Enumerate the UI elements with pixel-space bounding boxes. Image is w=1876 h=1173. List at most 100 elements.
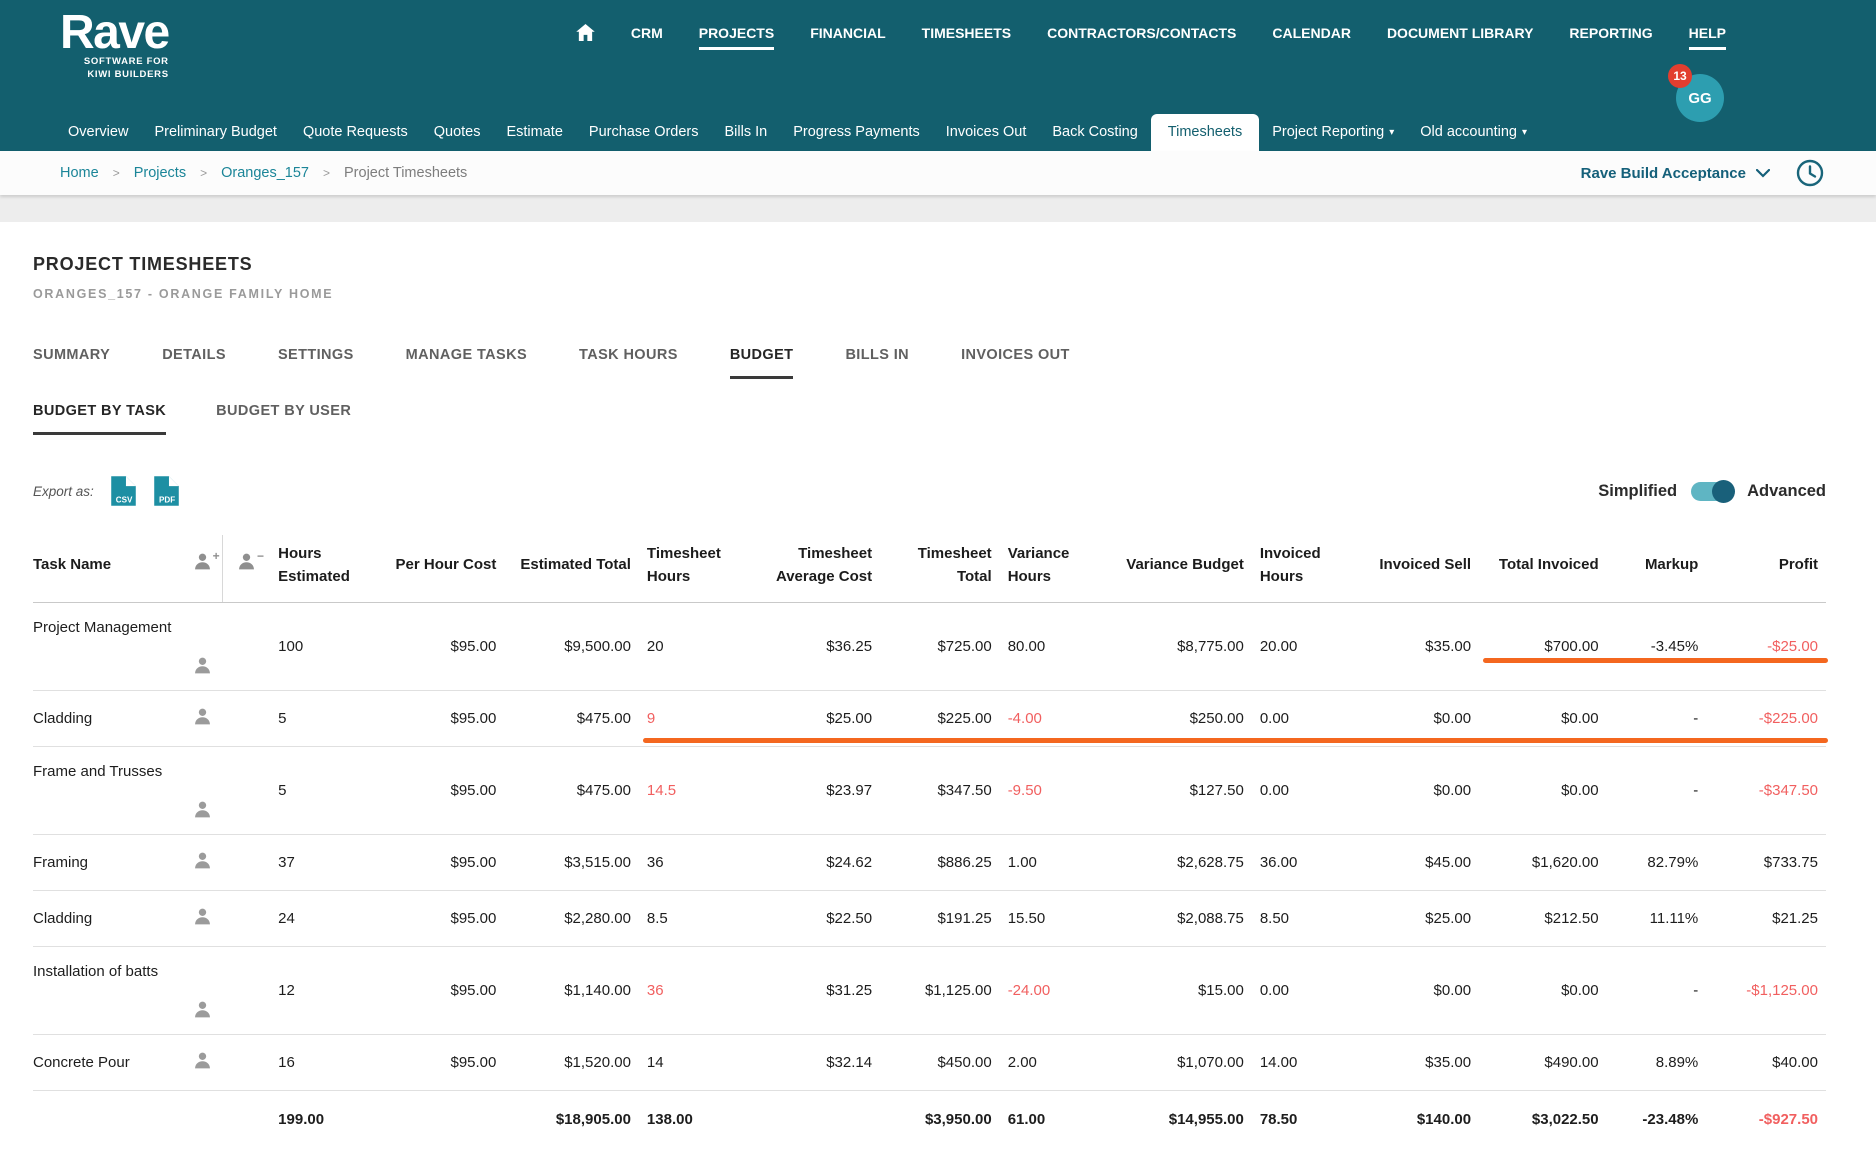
cell-timesheet-total: $450.00 [880,1034,1000,1091]
task-name: Framing [33,834,183,891]
project-nav-purchase-orders[interactable]: Purchase Orders [588,124,699,140]
totals-label-cell [33,1091,182,1144]
task-name: Frame and Trusses [33,746,183,835]
breadcrumb-home[interactable]: Home [60,165,99,181]
project-nav-old-accounting[interactable]: Old accounting ▾ [1420,124,1528,140]
project-nav-back-costing[interactable]: Back Costing [1052,124,1138,140]
toggle-label-simplified[interactable]: Simplified [1598,481,1678,500]
assigned-user-icon[interactable] [182,1034,223,1091]
col-header-variance-budget: Variance Budget [1097,535,1252,603]
subtab-budget-by-user[interactable]: BUDGET BY USER [216,403,352,419]
col-header-per-hour-cost: Per Hour Cost [374,535,505,603]
table-row: Cladding 24 $95.00 $2,280.00 8.5 $22.50 $191.2… [33,890,1826,947]
person-remove-icon[interactable]: − [236,549,264,580]
cell-invoiced-sell: $0.00 [1349,746,1480,835]
cell-markup: 11.11% [1606,890,1707,947]
project-nav-bills-in[interactable]: Bills In [724,124,768,140]
assigned-user-icon[interactable] [182,746,223,835]
total-timesheet-total: $3,950.00 [924,1111,992,1128]
project-nav-timesheets[interactable]: Timesheets [1150,114,1260,151]
assigned-user-icon[interactable] [182,834,223,891]
breadcrumb-right: Rave Build Acceptance [1581,159,1824,187]
view-toggle[interactable] [1691,479,1736,503]
total-invoiced-sell: $140.00 [1416,1111,1472,1128]
project-nav-progress-payments[interactable]: Progress Payments [793,124,920,140]
tab-invoices-out[interactable]: INVOICES OUT [961,347,1070,363]
project-nav-project-reporting[interactable]: Project Reporting ▾ [1272,124,1395,140]
table-row: Project Management 100 $95.00 $9,500.00 20 $3… [33,602,1828,691]
totals-spacer [222,1091,270,1144]
tab-details[interactable]: DETAILS [162,347,226,363]
cell-per-hour-cost: $95.00 [374,946,505,1035]
cell-estimated-total: $9,500.00 [504,602,639,691]
cell-invoiced-sell: $25.00 [1349,890,1480,947]
top-nav-financial[interactable]: FINANCIAL [810,24,886,41]
project-status-dropdown[interactable]: Rave Build Acceptance [1581,165,1770,182]
project-nav-preliminary-budget[interactable]: Preliminary Budget [154,124,277,140]
user-menu[interactable]: 13 GG [1668,64,1724,122]
cell-variance-hours: 2.00 [999,1034,1098,1091]
tab-summary[interactable]: SUMMARY [33,347,111,363]
cell-invoiced-sell: $35.00 [1349,602,1480,691]
cell-timesheet-average-cost: $22.50 [730,890,881,947]
tab-budget[interactable]: BUDGET [729,347,794,379]
cell-total-invoiced: $212.50 [1479,890,1607,947]
cell-hours-estimated: 5 [270,746,375,835]
project-nav-invoices-out[interactable]: Invoices Out [945,124,1027,140]
assigned-user-icon[interactable] [182,946,223,1035]
project-nav-quote-requests[interactable]: Quote Requests [302,124,408,140]
top-nav-home[interactable] [576,24,595,50]
subtab-budget-by-task[interactable]: BUDGET BY TASK [33,403,167,435]
top-nav-reporting[interactable]: REPORTING [1569,24,1653,41]
cell-markup: - [1606,746,1707,835]
project-nav-estimate[interactable]: Estimate [506,124,563,140]
assigned-user-icon[interactable] [182,602,223,691]
tab-manage-tasks[interactable]: MANAGE TASKS [405,347,528,363]
top-nav-projects[interactable]: PROJECTS [698,25,775,50]
notification-badge[interactable]: 13 [1668,64,1692,88]
col-header-variance-hours: Variance Hours [999,535,1098,603]
col-header-invoiced-sell: Invoiced Sell [1349,535,1480,603]
top-nav-timesheets[interactable]: TIMESHEETS [921,24,1012,41]
history-clock-icon[interactable] [1796,159,1824,187]
breadcrumb-oranges-157[interactable]: Oranges_157 [221,165,309,181]
icon-spacer-cell [222,746,271,835]
total-per-hour-cost [375,1091,505,1144]
top-nav-document-library[interactable]: DOCUMENT LIBRARY [1386,24,1534,41]
cell-total-invoiced: $490.00 [1479,1034,1607,1091]
cell-timesheet-hours: 14.5 [638,746,731,835]
cell-variance-hours: 80.00 [999,602,1098,691]
col-header-timesheet-average-cost: Timesheet Average Cost [730,535,881,603]
col-header-person-remove[interactable]: − [221,535,271,603]
person-add-icon[interactable]: + [192,549,220,580]
project-nav-quotes[interactable]: Quotes [433,124,481,140]
totals-row: 199.00 $18,905.00 138.00 $3,950.00 61.00 $14,… [33,1091,1826,1144]
brand-logo[interactable]: Rave SOFTWARE FOR KIWI BUILDERS [60,7,170,81]
breadcrumb-projects[interactable]: Projects [133,165,187,181]
top-nav-calendar[interactable]: CALENDAR [1272,24,1351,41]
total-profit: -$927.50 [1758,1111,1818,1128]
cell-profit: -$1,125.00 [1706,946,1826,1035]
breadcrumb-separator: > [200,166,208,180]
assigned-user-icon[interactable] [182,690,223,747]
breadcrumb-project-timesheets: Project Timesheets [344,165,468,181]
export-csv-icon[interactable]: CSV [110,475,137,507]
breadcrumb-separator: > [322,166,330,180]
top-nav-contractors-contacts[interactable]: CONTRACTORS/CONTACTS [1047,24,1237,41]
export-pdf-icon[interactable]: PDF [153,475,180,507]
project-nav-overview[interactable]: Overview [68,124,129,140]
total-total-invoiced: $3,022.50 [1531,1111,1599,1128]
cell-estimated-total: $2,280.00 [504,890,639,947]
tab-task-hours[interactable]: TASK HOURS [579,347,678,363]
top-nav-help[interactable]: HELP [1688,25,1726,50]
top-nav-crm[interactable]: CRM [630,24,663,41]
col-header-timesheet-hours: Timesheet Hours [638,535,731,603]
tab-bills-in[interactable]: BILLS IN [845,347,910,363]
col-header-markup: Markup [1606,535,1707,603]
tab-settings[interactable]: SETTINGS [277,347,354,363]
total-hours-estimated: 199.00 [278,1111,325,1128]
assigned-user-icon[interactable] [182,890,223,947]
cell-variance-hours: 1.00 [999,834,1098,891]
toggle-label-advanced[interactable]: Advanced [1747,481,1826,500]
col-header-person-add[interactable]: + [182,535,223,603]
